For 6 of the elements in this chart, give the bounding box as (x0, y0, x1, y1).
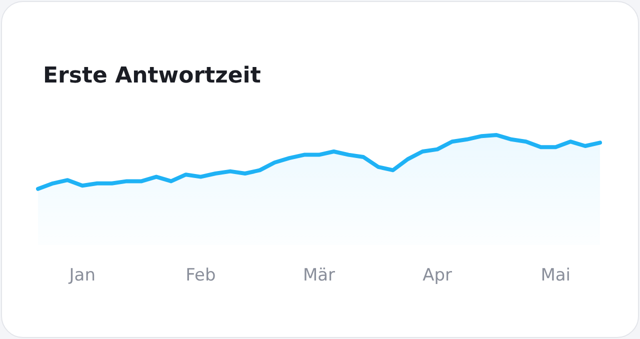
x-tick-label: Mär (302, 266, 336, 286)
chart-title: Erste Antwortzeit (43, 64, 262, 88)
x-tick-label: Apr (422, 266, 452, 286)
x-tick-label: Jan (68, 266, 96, 286)
x-tick-label: Feb (186, 266, 216, 286)
x-tick-label: Mai (540, 266, 571, 286)
